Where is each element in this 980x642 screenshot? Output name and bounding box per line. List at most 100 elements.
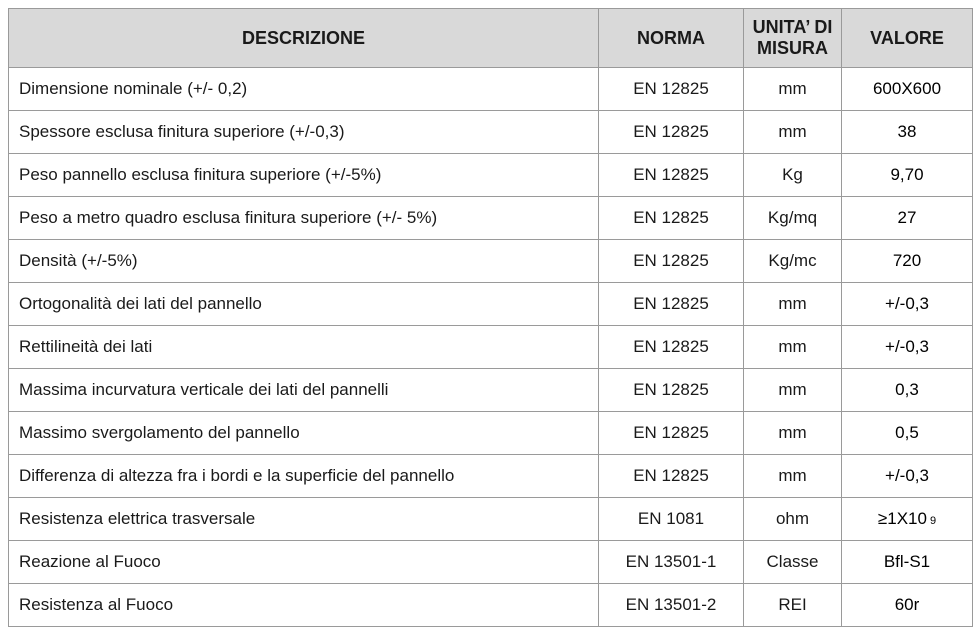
header-unita: UNITA’ DI MISURA bbox=[743, 8, 842, 68]
cell-unita: mm bbox=[743, 325, 842, 369]
valore-text: 38 bbox=[897, 122, 917, 141]
cell-valore: 9,70 bbox=[841, 153, 973, 197]
header-row: DESCRIZIONE NORMA UNITA’ DI MISURA VALOR… bbox=[8, 8, 973, 68]
norma-text: EN 12825 bbox=[633, 122, 709, 141]
unita-text: REI bbox=[778, 595, 807, 614]
cell-descrizione: Resistenza al Fuoco bbox=[8, 583, 599, 627]
cell-valore: 0,3 bbox=[841, 368, 973, 412]
cell-norma: EN 13501-1 bbox=[598, 540, 744, 584]
cell-descrizione: Massima incurvatura verticale dei lati d… bbox=[8, 368, 599, 412]
valore-text: 720 bbox=[892, 251, 922, 270]
norma-text: EN 12825 bbox=[633, 294, 709, 313]
cell-unita: ohm bbox=[743, 497, 842, 541]
descrizione-text: Densità (+/-5%) bbox=[19, 251, 138, 270]
cell-descrizione: Peso pannello esclusa finitura superiore… bbox=[8, 153, 599, 197]
norma-text: EN 12825 bbox=[633, 251, 709, 270]
norma-text: EN 12825 bbox=[633, 337, 709, 356]
descrizione-text: Reazione al Fuoco bbox=[19, 552, 161, 571]
unita-text: Kg/mc bbox=[768, 251, 817, 270]
unita-text: mm bbox=[778, 122, 807, 141]
header-valore: VALORE bbox=[841, 8, 973, 68]
valore-text: 60r bbox=[894, 595, 920, 614]
table-row: Resistenza al Fuoco EN 13501-2 REI 60r bbox=[8, 583, 973, 627]
cell-norma: EN 12825 bbox=[598, 411, 744, 455]
cell-descrizione: Dimensione nominale (+/- 0,2) bbox=[8, 67, 599, 111]
cell-valore: 720 bbox=[841, 239, 973, 283]
valore-text: 27 bbox=[897, 208, 917, 227]
cell-descrizione: Ortogonalità dei lati del pannello bbox=[8, 282, 599, 326]
unita-text: ohm bbox=[775, 509, 810, 528]
cell-norma: EN 12825 bbox=[598, 67, 744, 111]
cell-norma: EN 1081 bbox=[598, 497, 744, 541]
unita-text: mm bbox=[778, 380, 807, 399]
cell-descrizione: Massimo svergolamento del pannello bbox=[8, 411, 599, 455]
cell-norma: EN 12825 bbox=[598, 454, 744, 498]
valore-text: 0,3 bbox=[895, 380, 919, 399]
cell-unita: REI bbox=[743, 583, 842, 627]
cell-descrizione: Rettilineità dei lati bbox=[8, 325, 599, 369]
descrizione-text: Dimensione nominale (+/- 0,2) bbox=[19, 79, 248, 98]
norma-text: EN 12825 bbox=[633, 208, 709, 227]
cell-valore: +/-0,3 bbox=[841, 325, 973, 369]
cell-valore: 600X600 bbox=[841, 67, 973, 111]
descrizione-text: Resistenza al Fuoco bbox=[19, 595, 174, 614]
norma-text: EN 12825 bbox=[633, 380, 709, 399]
norma-text: EN 12825 bbox=[633, 466, 709, 485]
cell-descrizione: Spessore esclusa finitura superiore (+/-… bbox=[8, 110, 599, 154]
descrizione-text: Massimo svergolamento del pannello bbox=[19, 423, 300, 442]
table-row: Peso a metro quadro esclusa finitura sup… bbox=[8, 196, 973, 240]
cell-descrizione: Resistenza elettrica trasversale bbox=[8, 497, 599, 541]
cell-unita: Kg/mq bbox=[743, 196, 842, 240]
cell-unita: mm bbox=[743, 368, 842, 412]
valore-text: 0,5 bbox=[895, 423, 919, 442]
unita-text: mm bbox=[778, 294, 807, 313]
cell-unita: mm bbox=[743, 282, 842, 326]
header-descrizione: DESCRIZIONE bbox=[8, 8, 599, 68]
descrizione-text: Rettilineità dei lati bbox=[19, 337, 153, 356]
cell-valore: ≥1X10 9 bbox=[841, 497, 973, 541]
norma-text: EN 13501-1 bbox=[625, 552, 717, 571]
cell-unita: mm bbox=[743, 454, 842, 498]
table-row: Densità (+/-5%) EN 12825 Kg/mc 720 bbox=[8, 239, 973, 283]
cell-valore: 38 bbox=[841, 110, 973, 154]
norma-text: EN 13501-2 bbox=[625, 595, 717, 614]
table-row: Differenza di altezza fra i bordi e la s… bbox=[8, 454, 973, 498]
cell-norma: EN 13501-2 bbox=[598, 583, 744, 627]
descrizione-text: Differenza di altezza fra i bordi e la s… bbox=[19, 466, 455, 485]
unita-text: Kg/mq bbox=[767, 208, 818, 227]
descrizione-text: Massima incurvatura verticale dei lati d… bbox=[19, 380, 389, 399]
unita-text: Classe bbox=[766, 552, 819, 571]
technical-specs-table: DESCRIZIONE NORMA UNITA’ DI MISURA VALOR… bbox=[8, 8, 973, 627]
valore-text: +/-0,3 bbox=[885, 337, 929, 356]
norma-text: EN 12825 bbox=[633, 165, 709, 184]
table-row: Dimensione nominale (+/- 0,2) EN 12825 mm 6… bbox=[8, 67, 973, 111]
cell-norma: EN 12825 bbox=[598, 153, 744, 197]
cell-unita: Kg bbox=[743, 153, 842, 197]
descrizione-text: Ortogonalità dei lati del pannello bbox=[19, 294, 262, 313]
cell-unita: Classe bbox=[743, 540, 842, 584]
table-row: Spessore esclusa finitura superiore (+/-… bbox=[8, 110, 973, 154]
cell-norma: EN 12825 bbox=[598, 282, 744, 326]
valore-text: 9,70 bbox=[890, 165, 924, 184]
valore-text: ≥1X10 bbox=[877, 509, 927, 528]
table-row: Resistenza elettrica trasversale EN 1081 o… bbox=[8, 497, 973, 541]
norma-text: EN 12825 bbox=[633, 79, 709, 98]
cell-valore: 60r bbox=[841, 583, 973, 627]
cell-unita: mm bbox=[743, 67, 842, 111]
cell-norma: EN 12825 bbox=[598, 325, 744, 369]
cell-norma: EN 12825 bbox=[598, 110, 744, 154]
cell-descrizione: Densità (+/-5%) bbox=[8, 239, 599, 283]
table-row: Ortogonalità dei lati del pannello EN 128… bbox=[8, 282, 973, 326]
cell-unita: Kg/mc bbox=[743, 239, 842, 283]
valore-text: +/-0,3 bbox=[885, 294, 929, 313]
unita-text: mm bbox=[778, 423, 807, 442]
table-row: Massima incurvatura verticale dei lati d… bbox=[8, 368, 973, 412]
norma-text: EN 12825 bbox=[633, 423, 709, 442]
unita-text: mm bbox=[778, 337, 807, 356]
cell-valore: Bfl-S1 bbox=[841, 540, 973, 584]
valore-text: +/-0,3 bbox=[885, 466, 929, 485]
cell-norma: EN 12825 bbox=[598, 239, 744, 283]
cell-valore: +/-0,3 bbox=[841, 282, 973, 326]
cell-norma: EN 12825 bbox=[598, 196, 744, 240]
descrizione-text: Spessore esclusa finitura superiore (+/-… bbox=[19, 122, 345, 141]
